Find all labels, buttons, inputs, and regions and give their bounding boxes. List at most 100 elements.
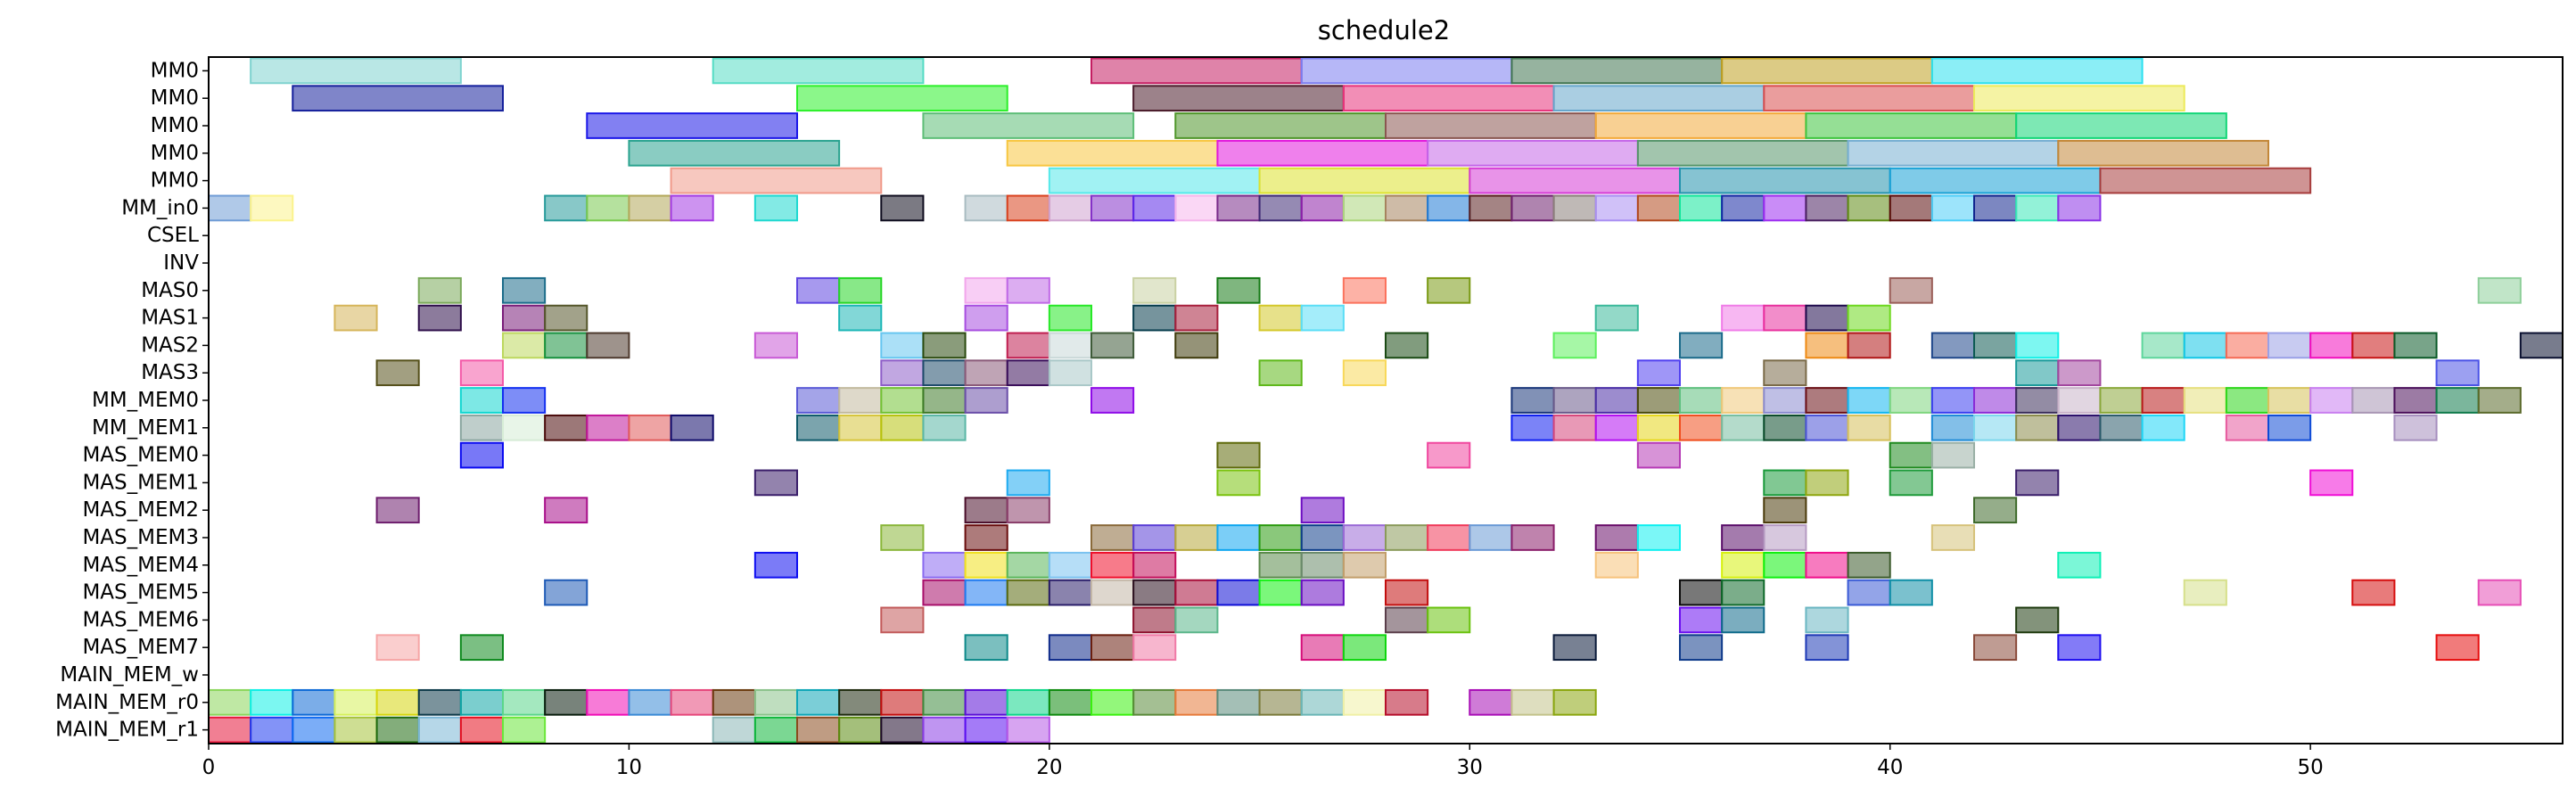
task-bar — [1175, 196, 1217, 221]
task-bar — [461, 388, 503, 413]
task-bar — [1175, 690, 1217, 715]
task-bar — [1511, 415, 1553, 440]
task-bar — [671, 415, 713, 440]
task-bar — [1302, 525, 1344, 550]
task-bar — [839, 306, 881, 331]
task-bar — [1344, 360, 1386, 385]
task-bar — [2058, 635, 2100, 660]
task-bar — [292, 718, 334, 743]
task-bar — [1049, 553, 1091, 578]
task-bar — [1091, 388, 1133, 413]
task-bar — [1890, 580, 1932, 605]
task-bar — [1890, 169, 2101, 193]
task-bar — [2394, 333, 2436, 358]
task-bar — [1008, 498, 1049, 522]
task-bar — [1638, 388, 1680, 413]
task-bar — [1260, 169, 1470, 193]
task-bar — [966, 360, 1008, 385]
task-bar — [1764, 415, 1806, 440]
task-bar — [1091, 690, 1133, 715]
task-bar — [419, 690, 461, 715]
task-bar — [587, 113, 797, 138]
task-bar — [1302, 306, 1344, 331]
task-bar — [923, 388, 965, 413]
y-tick-label: MM_MEM1 — [92, 416, 199, 440]
task-bar — [1008, 278, 1049, 303]
x-tick-label: 50 — [2298, 756, 2324, 779]
task-bar — [2479, 580, 2521, 605]
task-bar — [1469, 690, 1511, 715]
task-bar — [1428, 141, 1638, 166]
task-bar — [923, 333, 965, 358]
task-bar — [923, 360, 965, 385]
task-bar — [1680, 415, 1722, 440]
task-bar — [1386, 196, 1428, 221]
y-tick-label: MAS0 — [141, 279, 199, 302]
task-bar — [2310, 388, 2352, 413]
task-bar — [1638, 141, 1848, 166]
task-bar — [1680, 580, 1722, 605]
task-bar — [1932, 415, 1974, 440]
task-bar — [2016, 608, 2058, 633]
task-bar — [2058, 360, 2100, 385]
task-bar — [839, 278, 881, 303]
task-bar — [209, 690, 251, 715]
task-bar — [503, 333, 545, 358]
task-bar — [923, 415, 965, 440]
task-bar — [461, 690, 503, 715]
task-bar — [545, 306, 587, 331]
task-bar — [2310, 333, 2352, 358]
task-bar — [2058, 553, 2100, 578]
task-bar — [1890, 471, 1932, 496]
task-bar — [881, 196, 923, 221]
task-bar — [251, 196, 292, 221]
task-bar — [1554, 196, 1596, 221]
task-bar — [545, 690, 587, 715]
task-bar — [2352, 333, 2394, 358]
task-bar — [1091, 525, 1133, 550]
task-bar — [2437, 360, 2479, 385]
task-bar — [2100, 169, 2310, 193]
y-tick-label: MAS_MEM1 — [82, 471, 199, 494]
task-bar — [2394, 415, 2436, 440]
task-bar — [881, 388, 923, 413]
task-bar — [2100, 415, 2142, 440]
task-bar — [881, 608, 923, 633]
task-bar — [1511, 690, 1553, 715]
task-bar — [1049, 306, 1091, 331]
task-bar — [1344, 196, 1386, 221]
task-bar — [1428, 608, 1469, 633]
task-bar — [1511, 59, 1722, 84]
task-bar — [1344, 635, 1386, 660]
task-bar — [1344, 525, 1386, 550]
y-tick-label: CSEL — [147, 224, 199, 247]
task-bar — [2437, 635, 2479, 660]
task-bar — [461, 415, 503, 440]
task-bar — [292, 690, 334, 715]
task-bar — [377, 360, 419, 385]
y-tick-label: MM_in0 — [121, 196, 199, 219]
task-bar — [1008, 718, 1049, 743]
task-bar — [839, 388, 881, 413]
task-bar — [1974, 388, 2016, 413]
task-bar — [881, 718, 923, 743]
task-bar — [1008, 553, 1049, 578]
task-bar — [1511, 525, 1553, 550]
task-bar — [1848, 196, 1890, 221]
task-bar — [966, 306, 1008, 331]
task-bar — [1217, 443, 1259, 468]
task-bar — [2058, 141, 2268, 166]
task-bar — [1848, 580, 1890, 605]
task-bar — [1008, 360, 1049, 385]
task-bar — [1974, 415, 2016, 440]
task-bar — [419, 718, 461, 743]
y-tick-label: MM0 — [151, 114, 199, 137]
task-bar — [1974, 86, 2185, 111]
task-bar — [503, 415, 545, 440]
y-tick-label: MAS_MEM4 — [82, 554, 199, 577]
task-bar — [1764, 86, 1974, 111]
task-bar — [503, 388, 545, 413]
task-bar — [1596, 113, 1806, 138]
task-bar — [587, 690, 629, 715]
